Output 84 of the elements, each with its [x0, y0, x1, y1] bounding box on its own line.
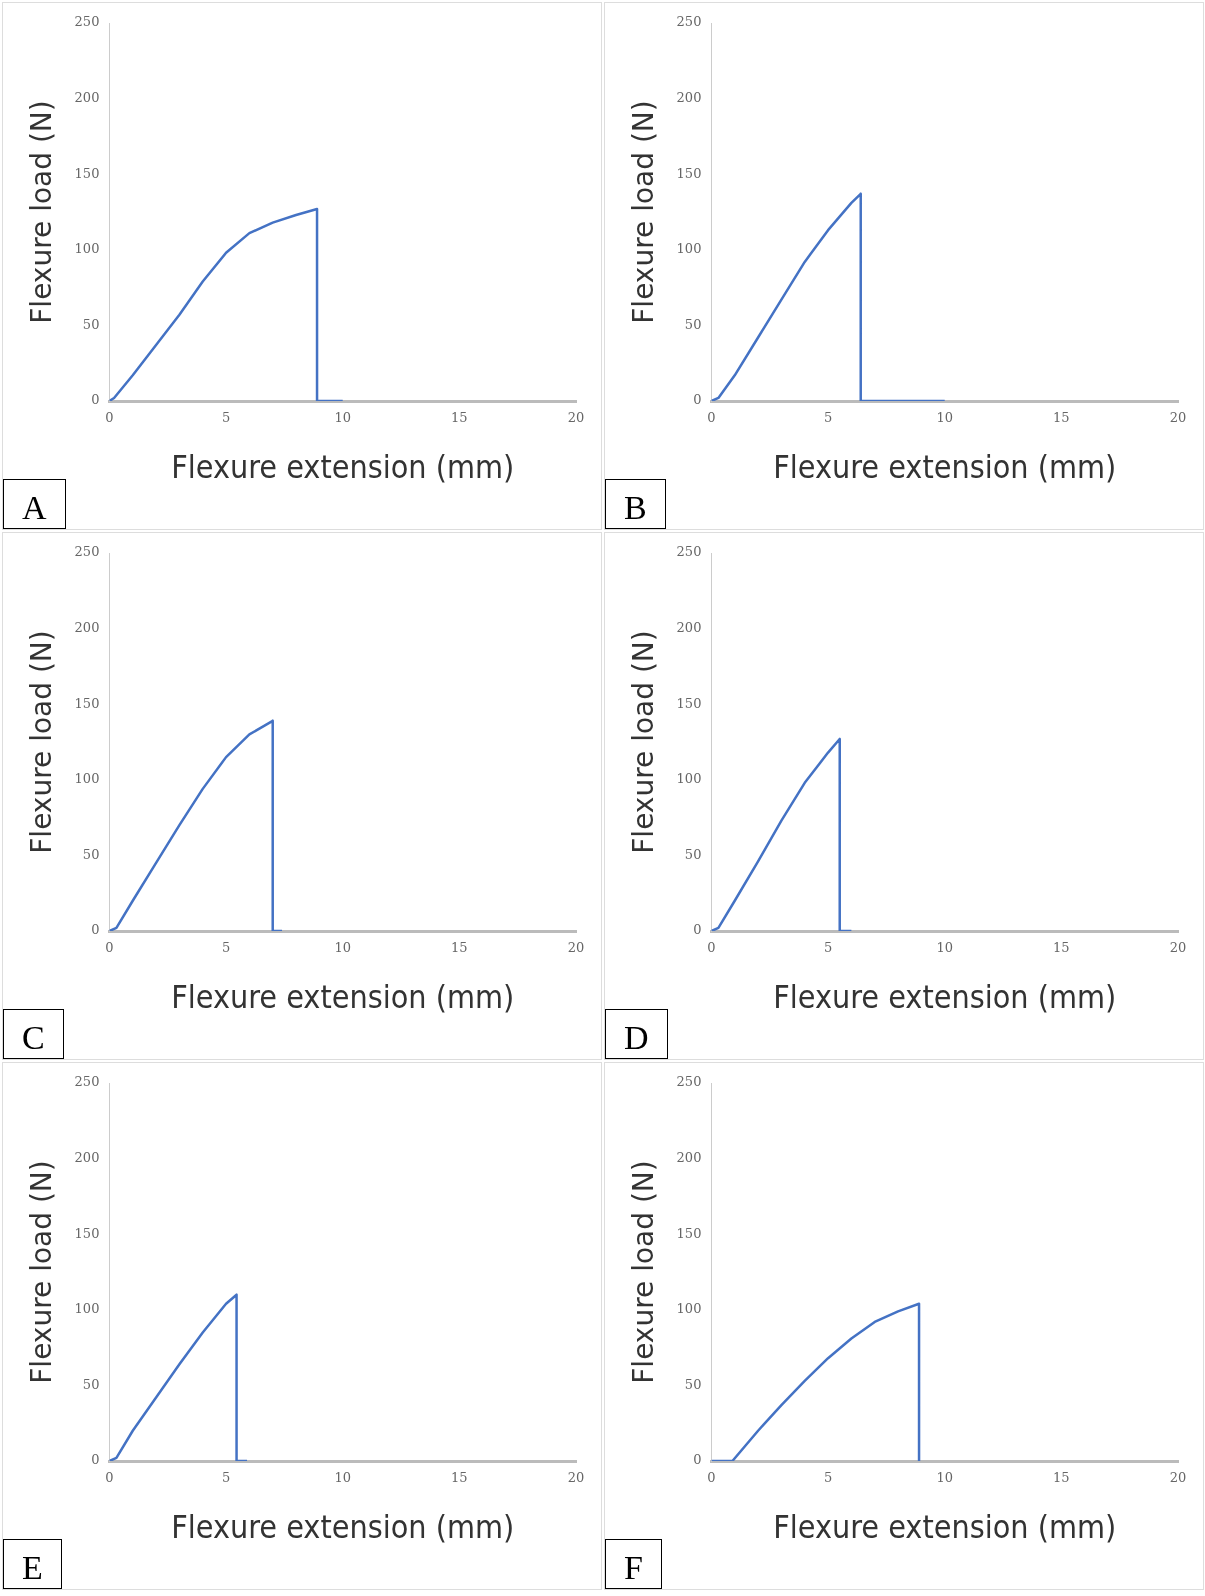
y-tick-label: 150: [74, 165, 100, 181]
x-tick-label: 10: [936, 1470, 953, 1486]
y-tick-label: 200: [676, 619, 702, 635]
y-tick-label: 50: [684, 846, 702, 862]
x-tick-label: 20: [567, 1470, 585, 1486]
y-tick-label: 150: [676, 695, 702, 711]
x-tick-label: 5: [823, 1470, 833, 1486]
x-tick-label: 10: [936, 410, 953, 426]
x-tick-label: 20: [1169, 410, 1187, 426]
y-tick-label: 200: [676, 1149, 702, 1165]
y-axis-title: Flexure load (N): [627, 100, 661, 324]
x-axis-title: Flexure extension (mm): [171, 1508, 515, 1547]
y-tick-label: 0: [693, 392, 702, 408]
x-tick-label: 0: [707, 410, 716, 426]
x-tick-label: 15: [1053, 410, 1070, 426]
x-tick-label: 10: [334, 940, 351, 956]
y-axis-title: Flexure load (N): [25, 100, 59, 324]
x-axis-title: Flexure extension (mm): [171, 448, 515, 487]
y-tick-label: 250: [74, 544, 100, 560]
y-tick-label: 0: [693, 922, 702, 938]
y-tick-label: 100: [676, 1301, 702, 1317]
x-tick-label: 15: [1053, 940, 1070, 956]
y-tick-label: 50: [82, 316, 100, 332]
y-axis-title: Flexure load (N): [627, 1160, 661, 1384]
x-tick-label: 20: [567, 410, 585, 426]
y-tick-label: 50: [684, 316, 702, 332]
x-tick-label: 15: [1053, 1470, 1070, 1486]
y-tick-label: 0: [91, 1452, 100, 1468]
x-axis-title: Flexure extension (mm): [773, 978, 1117, 1017]
y-tick-label: 150: [676, 1225, 702, 1241]
x-tick-label: 0: [105, 1470, 114, 1486]
y-tick-label: 150: [676, 165, 702, 181]
y-axis-title: Flexure load (N): [627, 630, 661, 854]
x-tick-label: 15: [451, 410, 468, 426]
x-tick-label: 5: [823, 940, 833, 956]
text: C: [3, 1009, 64, 1059]
y-tick-label: 0: [693, 1452, 702, 1468]
y-axis-title: Flexure load (N): [25, 630, 59, 854]
x-tick-label: 0: [707, 940, 716, 956]
x-tick-label: 15: [451, 940, 468, 956]
y-tick-label: 250: [676, 14, 702, 30]
y-tick-label: 250: [676, 544, 702, 560]
y-tick-label: 50: [82, 846, 100, 862]
text: F: [605, 1539, 662, 1589]
y-tick-label: 100: [676, 241, 702, 257]
x-tick-label: 5: [221, 1470, 231, 1486]
y-tick-label: 150: [74, 1225, 100, 1241]
x-axis-title: Flexure extension (mm): [171, 978, 515, 1017]
y-tick-label: 50: [684, 1376, 702, 1392]
x-tick-label: 5: [221, 410, 231, 426]
x-tick-label: 0: [105, 410, 114, 426]
text: E: [3, 1539, 62, 1589]
y-tick-label: 100: [74, 241, 100, 257]
text: D: [605, 1009, 668, 1059]
y-tick-label: 250: [676, 1074, 702, 1090]
y-tick-label: 200: [74, 89, 100, 105]
x-tick-label: 5: [823, 410, 833, 426]
text: A: [3, 479, 66, 529]
y-tick-label: 250: [74, 1074, 100, 1090]
y-tick-label: 100: [676, 771, 702, 787]
y-tick-label: 200: [74, 619, 100, 635]
x-tick-label: 10: [334, 410, 351, 426]
x-tick-label: 10: [334, 1470, 351, 1486]
y-tick-label: 250: [74, 14, 100, 30]
y-tick-label: 100: [74, 1301, 100, 1317]
x-tick-label: 0: [105, 940, 114, 956]
x-tick-label: 20: [1169, 1470, 1187, 1486]
x-tick-label: 10: [936, 940, 953, 956]
x-tick-label: 20: [1169, 940, 1187, 956]
x-tick-label: 15: [451, 1470, 468, 1486]
y-tick-label: 150: [74, 695, 100, 711]
y-tick-label: 100: [74, 771, 100, 787]
text: B: [605, 479, 666, 529]
x-tick-label: 0: [707, 1470, 716, 1486]
y-tick-label: 200: [74, 1149, 100, 1165]
y-tick-label: 0: [91, 392, 100, 408]
y-axis-title: Flexure load (N): [25, 1160, 59, 1384]
y-tick-label: 50: [82, 1376, 100, 1392]
x-axis-title: Flexure extension (mm): [773, 448, 1117, 487]
x-tick-label: 5: [221, 940, 231, 956]
x-tick-label: 20: [567, 940, 585, 956]
y-tick-label: 200: [676, 89, 702, 105]
y-tick-label: 0: [91, 922, 100, 938]
x-axis-title: Flexure extension (mm): [773, 1508, 1117, 1547]
